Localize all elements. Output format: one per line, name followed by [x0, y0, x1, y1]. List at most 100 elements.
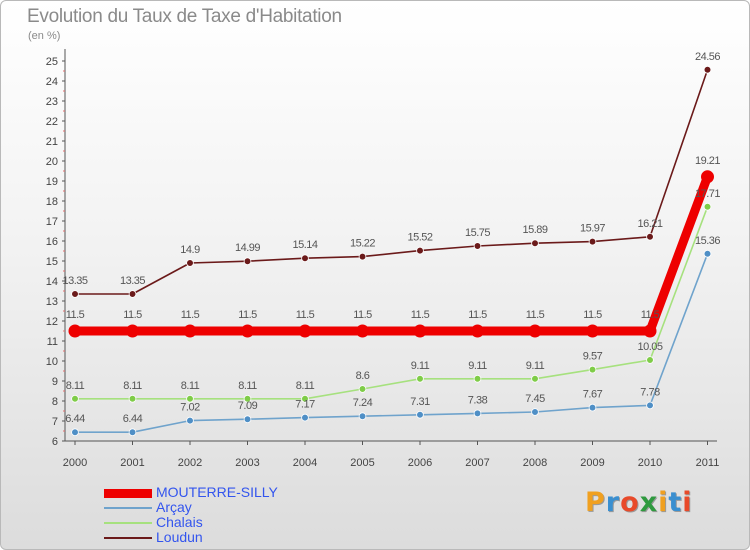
- chart-unit-label: (en %): [28, 30, 61, 42]
- x-tick-label-2007: 2007: [465, 457, 489, 469]
- y-tick-label-8: 8: [52, 396, 58, 408]
- x-tick-label-2005: 2005: [350, 457, 374, 469]
- data-label-arcay-2011: 15.36: [695, 235, 720, 247]
- logo-letter: t: [668, 487, 683, 518]
- y-tick-label-25: 25: [46, 56, 58, 68]
- data-point-loudun-2004: [301, 254, 309, 263]
- data-point-mouterre-silly-2002: [183, 324, 197, 338]
- logo-letter: x: [639, 487, 659, 518]
- series-line-chalais: [74, 206, 709, 400]
- y-tick-label-19: 19: [46, 176, 58, 188]
- data-label-loudun-2001: 13.35: [120, 275, 145, 287]
- y-tick-label-10: 10: [46, 356, 58, 368]
- y-tick-label-13: 13: [46, 296, 58, 308]
- y-tick-label-17: 17: [46, 216, 58, 228]
- data-point-arcay-2011: [703, 250, 712, 258]
- data-point-arcay-2010: [646, 401, 654, 410]
- data-label-loudun-2005: 15.22: [350, 238, 375, 250]
- data-label-arcay-2009: 7.67: [583, 389, 603, 401]
- y-tick-label-14: 14: [46, 276, 58, 288]
- x-tick-label-2010: 2010: [638, 457, 662, 469]
- data-label-chalais-2004: 8.11: [296, 380, 315, 392]
- logo-letter: i: [658, 487, 669, 518]
- data-label-mouterre-silly-2009: 11.5: [583, 309, 602, 321]
- y-tick-label-21: 21: [46, 136, 58, 148]
- legend-label-mouterre-silly: MOUTERRE-SILLY: [156, 484, 278, 500]
- legend-swatch-chalais: [104, 522, 152, 524]
- x-tick-label-2006: 2006: [408, 457, 432, 469]
- data-label-loudun-2010: 16.21: [637, 218, 662, 230]
- data-label-loudun-2002: 14.9: [180, 244, 200, 256]
- data-point-loudun-2007: [473, 242, 482, 250]
- series-line-mouterre-silly: [70, 172, 712, 336]
- logo-letter: i: [682, 487, 693, 518]
- data-point-mouterre-silly-2004: [298, 324, 312, 338]
- data-point-chalais-2004: [301, 394, 309, 403]
- data-point-arcay-2002: [186, 416, 194, 425]
- data-label-loudun-2003: 14.99: [235, 242, 260, 254]
- data-label-arcay-2001: 6.44: [123, 413, 143, 425]
- series-line-arcay: [74, 253, 709, 434]
- data-point-loudun-2009: [588, 237, 597, 246]
- data-label-chalais-2000: 8.11: [66, 380, 85, 392]
- data-point-loudun-2005: [358, 252, 367, 261]
- y-tick-label-9: 9: [52, 376, 58, 388]
- data-point-chalais-2002: [186, 394, 194, 403]
- data-label-loudun-2004: 15.14: [292, 239, 317, 251]
- data-point-mouterre-silly-2008: [528, 324, 542, 338]
- legend-swatch-arcay: [104, 507, 152, 509]
- data-point-mouterre-silly-2000: [68, 324, 82, 338]
- series-line-loudun: [74, 69, 709, 295]
- legend-label-arcay: Arçay: [156, 499, 192, 515]
- logo-letter: P: [585, 487, 606, 518]
- data-point-mouterre-silly-2001: [126, 324, 139, 338]
- data-label-chalais-2006: 9.11: [411, 360, 430, 372]
- data-point-arcay-2005: [358, 412, 367, 421]
- data-label-loudun-2007: 15.75: [465, 227, 490, 239]
- data-point-loudun-2011: [703, 66, 712, 74]
- data-point-mouterre-silly-2011: [701, 170, 714, 184]
- y-tick-label-12: 12: [46, 316, 58, 328]
- data-point-arcay-2001: [128, 428, 137, 437]
- y-tick-label-6: 6: [52, 436, 58, 448]
- data-point-chalais-2007: [473, 374, 482, 383]
- data-point-chalais-2003: [243, 394, 252, 403]
- data-label-arcay-2006: 7.31: [410, 396, 430, 408]
- data-label-arcay-2004: 7.17: [295, 399, 315, 411]
- data-label-mouterre-silly-2000: 11.5: [66, 309, 85, 321]
- data-point-arcay-2007: [473, 409, 482, 418]
- legend-swatch-loudun: [104, 537, 152, 539]
- logo-letter: r: [605, 487, 621, 518]
- y-tick-label-23: 23: [46, 96, 58, 108]
- data-label-loudun-2008: 15.89: [522, 224, 547, 236]
- data-label-chalais-2002: 8.11: [181, 380, 200, 392]
- y-tick-label-20: 20: [46, 156, 58, 168]
- data-point-chalais-2005: [358, 385, 367, 393]
- data-label-arcay-2008: 7.45: [525, 393, 545, 405]
- data-label-arcay-2005: 7.24: [353, 397, 373, 409]
- data-label-chalais-2005: 8.6: [356, 370, 370, 382]
- data-label-loudun-2009: 15.97: [580, 223, 605, 235]
- y-tick-label-11: 11: [47, 336, 58, 348]
- legend-swatch-mouterre-silly: [104, 489, 152, 498]
- chart-title: Evolution du Taux de Taxe d'Habitation: [27, 6, 342, 27]
- data-point-loudun-2001: [128, 290, 137, 298]
- data-label-mouterre-silly-2006: 11.5: [411, 309, 430, 321]
- legend-label-chalais: Chalais: [156, 514, 203, 530]
- data-label-mouterre-silly-2002: 11.5: [181, 309, 200, 321]
- data-label-arcay-2007: 7.38: [468, 394, 488, 406]
- data-label-chalais-2011: 17.71: [695, 188, 720, 200]
- data-point-arcay-2000: [71, 428, 79, 437]
- x-tick-label-2008: 2008: [523, 457, 547, 469]
- data-point-arcay-2004: [301, 413, 309, 422]
- data-label-mouterre-silly-2004: 11.5: [296, 309, 315, 321]
- data-label-arcay-2000: 6.44: [65, 413, 85, 425]
- data-point-loudun-2003: [243, 257, 252, 266]
- data-label-chalais-2003: 8.11: [238, 380, 257, 392]
- x-tick-label-2002: 2002: [178, 457, 202, 469]
- data-point-loudun-2008: [531, 239, 539, 248]
- data-point-mouterre-silly-2003: [241, 324, 254, 338]
- data-label-mouterre-silly-2011: 19.21: [695, 155, 720, 167]
- data-label-chalais-2001: 8.11: [123, 380, 142, 392]
